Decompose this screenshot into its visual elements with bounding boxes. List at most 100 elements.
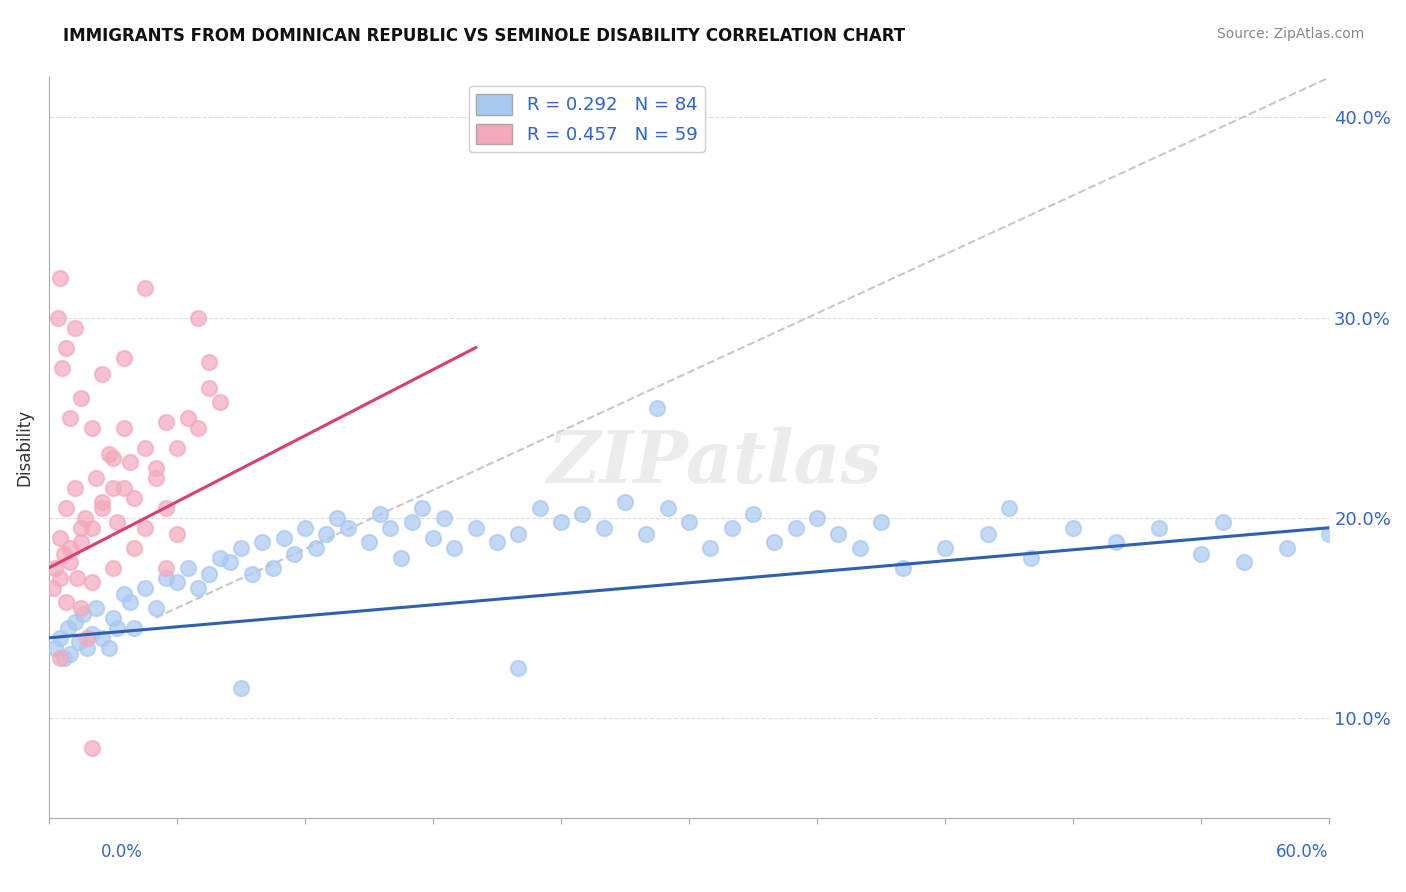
Point	[101, 450, 124, 465]
Point	[1105, 534, 1128, 549]
Point	[51, 360, 73, 375]
Point	[97, 447, 120, 461]
Point	[1019, 550, 1042, 565]
Point	[508, 661, 530, 675]
Text: ZIPatlas: ZIPatlas	[548, 427, 882, 498]
Point	[326, 510, 349, 524]
Point	[155, 571, 177, 585]
Point	[198, 354, 221, 368]
Point	[76, 640, 98, 655]
Point	[198, 381, 221, 395]
Point	[48, 650, 70, 665]
Point	[75, 510, 97, 524]
Point	[155, 415, 177, 429]
Point	[105, 621, 128, 635]
Text: 0.0%: 0.0%	[101, 843, 143, 861]
Point	[998, 500, 1021, 515]
Point	[742, 507, 765, 521]
Point	[763, 534, 786, 549]
Point	[91, 631, 114, 645]
Point	[72, 607, 94, 621]
Point	[389, 550, 412, 565]
Point	[870, 515, 893, 529]
Point	[112, 420, 135, 434]
Point	[80, 521, 103, 535]
Point	[208, 394, 231, 409]
Point	[550, 515, 572, 529]
Point	[48, 531, 70, 545]
Point	[1275, 541, 1298, 555]
Point	[219, 555, 242, 569]
Point	[529, 500, 551, 515]
Point	[112, 587, 135, 601]
Point	[1189, 547, 1212, 561]
Point	[91, 494, 114, 508]
Point	[411, 500, 433, 515]
Point	[48, 571, 70, 585]
Point	[336, 521, 359, 535]
Point	[134, 441, 156, 455]
Point	[70, 600, 93, 615]
Point	[84, 600, 107, 615]
Point	[401, 515, 423, 529]
Point	[67, 635, 90, 649]
Point	[368, 507, 391, 521]
Point	[145, 600, 167, 615]
Point	[1062, 521, 1084, 535]
Point	[66, 571, 89, 585]
Point	[101, 481, 124, 495]
Point	[252, 534, 274, 549]
Point	[42, 581, 65, 595]
Point	[1317, 526, 1340, 541]
Point	[124, 541, 146, 555]
Point	[273, 531, 295, 545]
Point	[59, 555, 82, 569]
Point	[48, 270, 70, 285]
Point	[229, 681, 252, 695]
Point	[59, 541, 82, 555]
Point	[120, 455, 142, 469]
Point	[592, 521, 614, 535]
Point	[508, 526, 530, 541]
Point	[166, 441, 188, 455]
Point	[305, 541, 328, 555]
Point	[124, 491, 146, 505]
Legend: R = 0.292   N = 84, R = 0.457   N = 59: R = 0.292 N = 84, R = 0.457 N = 59	[468, 87, 704, 152]
Point	[166, 526, 188, 541]
Text: IMMIGRANTS FROM DOMINICAN REPUBLIC VS SEMINOLE DISABILITY CORRELATION CHART: IMMIGRANTS FROM DOMINICAN REPUBLIC VS SE…	[63, 27, 905, 45]
Point	[55, 595, 77, 609]
Point	[145, 471, 167, 485]
Text: 60.0%: 60.0%	[1277, 843, 1329, 861]
Point	[934, 541, 956, 555]
Point	[176, 410, 198, 425]
Point	[97, 640, 120, 655]
Point	[52, 650, 75, 665]
Point	[315, 526, 337, 541]
Point	[433, 510, 456, 524]
Point	[187, 420, 209, 434]
Point	[357, 534, 380, 549]
Point	[187, 310, 209, 325]
Point	[80, 740, 103, 755]
Point	[80, 627, 103, 641]
Point	[105, 515, 128, 529]
Point	[1147, 521, 1170, 535]
Point	[101, 611, 124, 625]
Point	[486, 534, 509, 549]
Point	[134, 280, 156, 294]
Point	[849, 541, 872, 555]
Y-axis label: Disability: Disability	[15, 409, 32, 486]
Point	[806, 510, 828, 524]
Point	[891, 561, 914, 575]
Point	[124, 621, 146, 635]
Point	[166, 574, 188, 589]
Point	[80, 420, 103, 434]
Point	[155, 500, 177, 515]
Point	[59, 410, 82, 425]
Point	[657, 500, 679, 515]
Point	[614, 494, 637, 508]
Point	[977, 526, 1000, 541]
Point	[48, 631, 70, 645]
Point	[52, 547, 75, 561]
Point	[56, 621, 79, 635]
